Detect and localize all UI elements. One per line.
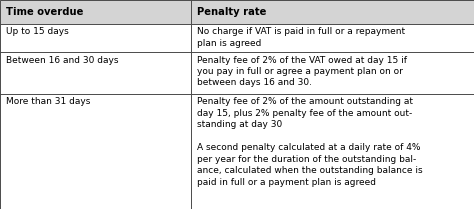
Text: More than 31 days: More than 31 days — [6, 97, 91, 106]
Text: Penalty rate: Penalty rate — [197, 7, 266, 17]
Text: No charge if VAT is paid in full or a repayment
plan is agreed: No charge if VAT is paid in full or a re… — [197, 27, 405, 48]
Bar — [0, 52, 474, 94]
Bar — [0, 0, 474, 24]
Text: Time overdue: Time overdue — [6, 7, 83, 17]
Text: Up to 15 days: Up to 15 days — [6, 27, 69, 36]
Bar — [0, 24, 474, 52]
Text: Between 16 and 30 days: Between 16 and 30 days — [6, 56, 118, 65]
Text: Penalty fee of 2% of the amount outstanding at
day 15, plus 2% penalty fee of th: Penalty fee of 2% of the amount outstand… — [197, 97, 422, 187]
Text: Penalty fee of 2% of the VAT owed at day 15 if
you pay in full or agree a paymen: Penalty fee of 2% of the VAT owed at day… — [197, 56, 407, 88]
Bar — [0, 94, 474, 209]
